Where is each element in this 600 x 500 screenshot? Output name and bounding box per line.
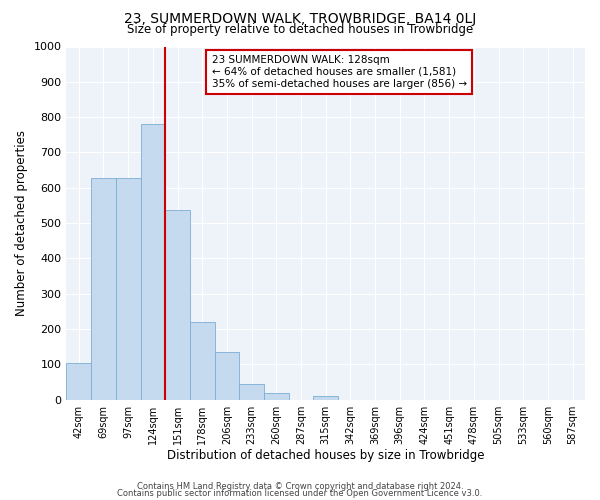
Bar — [116, 178, 140, 400]
Bar — [264, 394, 289, 400]
Text: 23 SUMMERDOWN WALK: 128sqm
← 64% of detached houses are smaller (1,581)
35% of s: 23 SUMMERDOWN WALK: 128sqm ← 64% of deta… — [212, 56, 467, 88]
Bar — [215, 352, 239, 400]
Bar — [239, 384, 264, 400]
Text: Contains public sector information licensed under the Open Government Licence v3: Contains public sector information licen… — [118, 489, 482, 498]
Bar — [313, 396, 338, 400]
Bar — [190, 322, 215, 400]
Bar — [91, 178, 116, 400]
Text: 23, SUMMERDOWN WALK, TROWBRIDGE, BA14 0LJ: 23, SUMMERDOWN WALK, TROWBRIDGE, BA14 0L… — [124, 12, 476, 26]
Bar — [165, 210, 190, 400]
X-axis label: Distribution of detached houses by size in Trowbridge: Distribution of detached houses by size … — [167, 450, 484, 462]
Bar — [140, 124, 165, 400]
Bar — [67, 364, 91, 400]
Text: Size of property relative to detached houses in Trowbridge: Size of property relative to detached ho… — [127, 22, 473, 36]
Text: Contains HM Land Registry data © Crown copyright and database right 2024.: Contains HM Land Registry data © Crown c… — [137, 482, 463, 491]
Y-axis label: Number of detached properties: Number of detached properties — [15, 130, 28, 316]
